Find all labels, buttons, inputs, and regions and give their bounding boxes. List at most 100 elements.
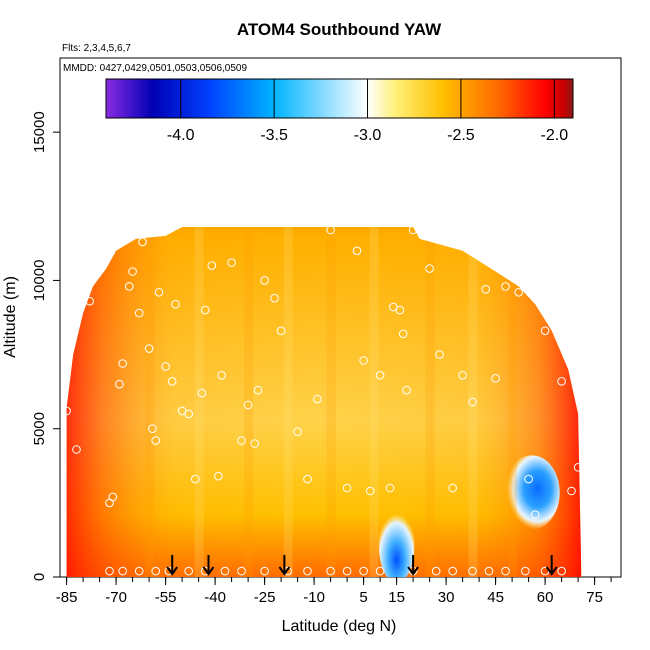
flight-arrow-head [278, 566, 291, 576]
sample-point [468, 397, 477, 407]
sample-point [448, 483, 458, 493]
heatmap-mid-minimum [504, 455, 560, 530]
streak [425, 227, 435, 577]
streak [145, 227, 155, 577]
colorbar-tick-label: -4.0 [167, 127, 195, 144]
colorbar-ticks: -4.0 -3.5 -3.0 -2.5 -2.0 [167, 79, 568, 144]
flight-arrow-head [202, 566, 215, 576]
sample-point [191, 474, 200, 484]
sample-points [62, 225, 583, 576]
x-tick-label: 30 [438, 589, 455, 606]
sample-point [154, 288, 164, 297]
streak [369, 227, 379, 577]
sample-point [184, 409, 193, 419]
streak [508, 227, 518, 577]
sample-point [557, 377, 566, 386]
sample-point [276, 326, 286, 336]
sample-point [144, 344, 154, 353]
flight-arrow-head [407, 566, 419, 576]
sample-point [72, 445, 81, 454]
ground-point [342, 566, 352, 576]
sample-point [243, 400, 253, 410]
sample-point [359, 356, 368, 365]
ground-point [303, 566, 312, 576]
sample-point [151, 436, 160, 445]
x-tick-label: 5 [359, 589, 367, 606]
sample-point [501, 282, 510, 291]
streak [468, 227, 478, 577]
streak [194, 227, 204, 577]
streak [326, 227, 336, 577]
ground-point [431, 566, 441, 576]
colorbar-tick-label: -3.5 [260, 127, 288, 144]
sample-point [101, 252, 111, 262]
ground-point [375, 566, 385, 576]
sample-point [78, 291, 88, 300]
ground-point [359, 566, 368, 576]
x-tick-label: 15 [388, 589, 405, 606]
x-axis-label: Latitude (deg N) [282, 618, 397, 635]
x-axis: -85 -70 -55 -40 -25 -10 5 15 30 45 60 75 [56, 577, 612, 606]
sample-point [138, 237, 147, 247]
ground-point [105, 566, 114, 576]
x-tick-label: 45 [487, 589, 504, 606]
sample-point [207, 261, 217, 270]
streak [283, 227, 293, 577]
flight-arrow-head [166, 566, 179, 576]
heatmap-field [66, 227, 582, 577]
sample-point [293, 427, 302, 437]
y-tick-label: 10000 [31, 260, 48, 302]
sample-point [197, 388, 207, 398]
sample-point [514, 288, 524, 297]
colorbar-tick-label: -2.0 [541, 127, 569, 144]
ground-point [521, 566, 530, 576]
sample-point [326, 225, 335, 235]
chart-title: ATOM4 Southbound YAW [237, 20, 442, 39]
sample-point [200, 305, 210, 315]
ground-point [237, 566, 246, 576]
sample-point [398, 329, 408, 339]
flight-arrows [166, 555, 558, 576]
sample-point [250, 439, 259, 448]
heatmap-low-minimum [378, 505, 415, 577]
sample-point [217, 371, 226, 380]
ground-point [448, 566, 458, 576]
heatmap-streaks [145, 227, 518, 577]
sample-point [303, 474, 312, 484]
sample-point [402, 385, 411, 395]
sample-point [227, 258, 236, 267]
ground-point [118, 566, 127, 576]
y-axis-label: Altitude (m) [2, 276, 19, 358]
sample-point [161, 362, 170, 371]
sample-point [313, 394, 322, 404]
sample-point [375, 371, 385, 380]
sample-point [408, 225, 418, 235]
ground-point [151, 566, 160, 576]
ground-point [557, 566, 566, 576]
ground-point [184, 566, 193, 576]
streak [244, 227, 254, 577]
y-axis: 0 5000 10000 15000 [31, 111, 60, 581]
sample-point [458, 371, 467, 380]
colorbar-tick-label: -2.5 [447, 127, 475, 144]
sample-point [540, 326, 550, 336]
ground-point [501, 566, 510, 576]
sample-point [171, 299, 180, 309]
sample-point [118, 359, 127, 368]
x-tick-label: 75 [586, 589, 603, 606]
sample-point [425, 264, 434, 273]
dates-label: MMDD: 0427,0429,0501,0503,0506,0509 [63, 63, 247, 74]
ground-point [134, 566, 144, 576]
sample-point [214, 471, 223, 481]
ground-point [484, 566, 494, 576]
sample-point [125, 282, 134, 291]
sample-point [365, 486, 375, 496]
sample-point [167, 377, 177, 386]
x-tick-label: 60 [537, 589, 554, 606]
sample-point [530, 510, 540, 520]
y-tick-label: 0 [31, 573, 48, 581]
sample-point [237, 436, 246, 445]
sample-point [567, 486, 576, 496]
sample-point [395, 305, 405, 315]
